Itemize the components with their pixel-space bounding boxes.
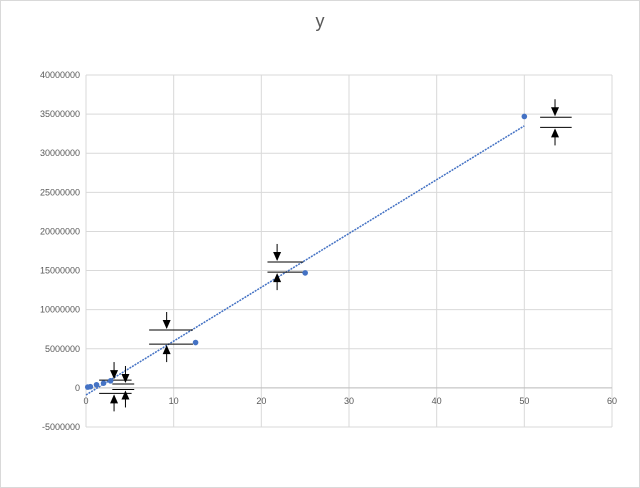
y-tick-label: 25000000 xyxy=(40,187,80,197)
x-tick-label: 60 xyxy=(607,396,617,406)
x-tick-label: 50 xyxy=(519,396,529,406)
data-point xyxy=(100,380,107,386)
error-arrow-up xyxy=(110,394,119,404)
y-tick-label: 0 xyxy=(75,383,80,393)
data-point xyxy=(87,383,94,390)
y-tick-label: 10000000 xyxy=(40,305,80,315)
error-arrow-down xyxy=(110,370,119,380)
data-point xyxy=(302,270,308,276)
trendline xyxy=(85,125,525,396)
data-point xyxy=(107,378,114,384)
data-point xyxy=(93,381,100,388)
error-arrow-down xyxy=(273,251,282,261)
x-tick-label: 20 xyxy=(256,396,266,406)
data-point xyxy=(192,339,199,346)
y-tick-label: 40000000 xyxy=(40,70,80,80)
x-tick-label: 30 xyxy=(344,396,354,406)
x-tick-label: 0 xyxy=(83,396,88,406)
chart-title: y xyxy=(315,11,325,31)
error-arrow-up xyxy=(121,390,130,400)
y-tick-label: 35000000 xyxy=(40,109,80,119)
error-arrow-down xyxy=(551,107,560,117)
y-tick-label: 20000000 xyxy=(40,226,80,236)
y-tick-label: 30000000 xyxy=(40,148,80,158)
x-tick-label: 10 xyxy=(169,396,179,406)
y-tick-label: 5000000 xyxy=(45,344,80,354)
x-tick-label: 40 xyxy=(432,396,442,406)
error-arrow-down xyxy=(162,320,171,330)
y-tick-label: -5000000 xyxy=(42,422,80,432)
error-arrow-down xyxy=(121,373,130,383)
error-arrow-up xyxy=(551,128,560,138)
y-tick-label: 15000000 xyxy=(40,266,80,276)
error-arrow-up xyxy=(162,345,171,355)
data-point xyxy=(521,113,528,120)
error-arrow-up xyxy=(273,273,282,283)
